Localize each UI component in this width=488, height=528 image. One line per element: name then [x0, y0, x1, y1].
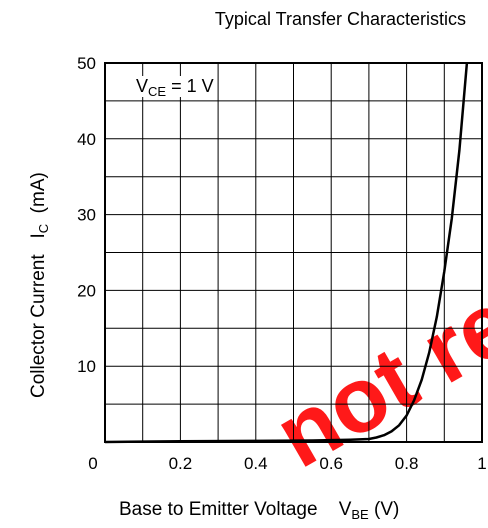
plot-frame	[104, 62, 483, 443]
vce-annotation: VCE = 1 V	[135, 76, 215, 99]
x-tick-label: 0.6	[319, 454, 343, 473]
x-tick-label: 0.8	[395, 454, 419, 473]
x-tick-label: 1	[477, 454, 486, 473]
x-tick-label: 0	[88, 454, 97, 473]
x-tick-label: 0.2	[169, 454, 193, 473]
tick-labels: 0 0.2 0.4 0.6 0.8 1 10 20 30 40 50	[77, 54, 487, 473]
y-tick-label: 30	[77, 206, 96, 225]
x-axis-label: Base to Emitter Voltage VBE (V)	[119, 499, 400, 522]
series-group	[104, 62, 469, 444]
chart-title: Typical Transfer Characteristics	[214, 9, 466, 29]
y-tick-label: 50	[77, 54, 96, 73]
y-tick-label: 10	[77, 357, 96, 376]
x-tick-label: 0.4	[244, 454, 268, 473]
y-tick-label: 40	[77, 130, 96, 149]
transfer-curve	[104, 62, 469, 444]
y-tick-label: 20	[77, 281, 96, 300]
